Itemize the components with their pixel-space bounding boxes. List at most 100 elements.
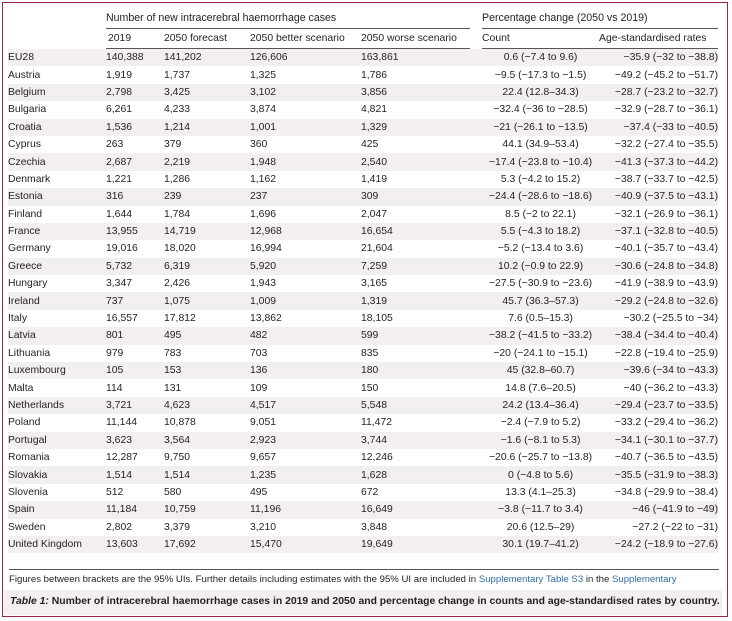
cases-2019-cell: 979 xyxy=(106,347,124,359)
count-change-cell: 45 (32.8–60.7) xyxy=(482,362,600,380)
count-change-cell: −17.4 (−23.8 to −10.4) xyxy=(482,153,600,171)
cases-2019-cell: 2,802 xyxy=(106,521,133,533)
cases-2019-cell: 1,644 xyxy=(106,208,133,220)
age-standardised-change-cell: −29.4 (−23.7 to −33.5) xyxy=(599,396,719,415)
cases-2050-forecast-cell: 10,759 xyxy=(164,501,250,519)
cases-2050-forecast-cell: 239 xyxy=(164,188,250,206)
table-row: Netherlands 3,721 4,623 4,517 5,548 24.2 (13.… xyxy=(8,396,719,415)
cases-2050-better-cell: 1,162 xyxy=(250,173,277,185)
country-cell: Greece xyxy=(8,257,106,276)
cases-2050-forecast-cell: 783 xyxy=(164,347,182,359)
count-change-cell: −9.5 (−17.3 to −1.5) xyxy=(494,69,587,81)
gap-cell xyxy=(470,449,482,466)
age-standardised-change-cell: −35.5 (−31.9 to −38.3) xyxy=(599,466,719,484)
cases-2050-better-cell: 1,009 xyxy=(250,292,361,310)
count-change-cell: 24.2 (13.4–36.4) xyxy=(482,396,600,415)
table-row: Romania 12,287 9,750 9,657 12,246 −20.6 (−25.… xyxy=(8,449,718,466)
cases-2050-worse-cell: 11,472 xyxy=(361,417,393,429)
cases-2019-cell: 316 xyxy=(106,188,164,206)
table-row: Bulgaria 6,261 4,233 3,874 4,821 −32.4 (−36 t… xyxy=(8,101,718,118)
data-table: Number of new intracerebral haemorrhage … xyxy=(8,8,719,554)
cases-2050-worse-cell: 1,419 xyxy=(361,173,388,185)
cases-2050-better-cell: 237 xyxy=(250,188,361,206)
cases-2019-cell: 13,603 xyxy=(106,535,164,554)
cases-2050-forecast-cell: 3,379 xyxy=(164,521,191,533)
count-change-cell: 7.6 (0.5–15.3) xyxy=(508,313,573,325)
age-standardised-change-cell: −46 (−41.9 to −49) xyxy=(599,501,719,519)
age-standardised-change-cell: −30.6 (−24.8 to −34.8) xyxy=(599,257,719,276)
country-cell: Romania xyxy=(8,452,50,464)
cases-2050-worse-cell: 21,604 xyxy=(361,243,393,255)
cases-2050-forecast-cell: 18,020 xyxy=(164,243,196,255)
country-cell: Bulgaria xyxy=(8,104,47,116)
gap-cell xyxy=(470,484,482,501)
table-row: Denmark 1,221 1,286 1,162 1,419 5.3 (−4.2 to … xyxy=(8,171,718,188)
country-cell: EU28 xyxy=(8,48,106,67)
age-standardised-change-cell: −40 (−36.2 to −43.3) xyxy=(623,382,719,394)
cases-2019-cell: 140,388 xyxy=(106,48,164,67)
cases-2050-better-cell: 15,470 xyxy=(250,535,361,554)
count-change-cell: −1.6 (−8.1 to 5.3) xyxy=(482,431,600,449)
cases-2050-worse-cell: 3,744 xyxy=(361,431,471,449)
cases-2050-worse-cell: 12,246 xyxy=(361,452,393,464)
cases-2050-worse-cell: 425 xyxy=(361,139,379,151)
country-cell: Czechia xyxy=(8,153,106,171)
table-row: Finland 1,644 1,784 1,696 2,047 8.5 (−2 to 22… xyxy=(8,206,718,223)
cases-2019-cell: 5,732 xyxy=(106,257,164,276)
gap-cell xyxy=(470,206,482,223)
cases-2050-worse-cell: 150 xyxy=(361,382,379,394)
cases-2019-cell: 13,955 xyxy=(106,222,164,241)
cases-2050-forecast-cell: 4,233 xyxy=(164,104,191,116)
age-standardised-change-cell: −38.4 (−34.4 to −40.4) xyxy=(599,327,719,345)
table-row: Austria 1,919 1,737 1,325 1,786 −9.5 (−17.3 t… xyxy=(8,66,718,83)
cases-2050-worse-cell: 180 xyxy=(361,362,471,380)
cases-2050-worse-cell: 3,165 xyxy=(361,278,388,290)
table-row: Cyprus 263 379 360 425 44.1 (34.9–53.4) −32.2 … xyxy=(8,136,718,153)
cases-2050-better-cell: 1,235 xyxy=(250,466,361,484)
country-cell: Luxembourg xyxy=(8,362,106,380)
cases-2050-worse-cell: 19,649 xyxy=(361,535,471,554)
age-standardised-change-cell: −39.6 (−34 to −43.3) xyxy=(599,362,719,380)
cases-2050-better-cell: 1,001 xyxy=(250,118,361,136)
age-standardised-change-cell: −35.9 (−32 to −38.8) xyxy=(599,48,719,67)
count-change-cell: 20.6 (12.5–29) xyxy=(506,521,575,533)
cases-2019-cell: 1,536 xyxy=(106,118,164,136)
table-row: Poland 11,144 10,878 9,051 11,472 −2.4 (−7.9 … xyxy=(8,414,718,431)
country-cell: Hungary xyxy=(8,278,48,290)
gap-cell xyxy=(470,188,483,206)
table-row: Sweden 2,802 3,379 3,210 3,848 20.6 (12.5–29)… xyxy=(8,519,718,536)
column-header-2019: 2019 xyxy=(106,28,164,49)
column-header-2050-better: 2050 better scenario xyxy=(250,28,361,49)
count-change-cell: 45.7 (36.3–57.3) xyxy=(482,292,600,310)
count-change-cell: −20 (−24.1 to −15.1) xyxy=(493,347,588,359)
header-blank xyxy=(8,8,106,29)
cases-2050-forecast-cell: 2,426 xyxy=(164,278,191,290)
cases-2050-better-cell: 4,517 xyxy=(250,396,361,415)
supplementary-table-link[interactable]: Supplementary Table S3 xyxy=(478,574,584,585)
age-standardised-change-cell: −30.2 (−25.5 to −34) xyxy=(623,313,719,325)
cases-2050-forecast-cell: 1,075 xyxy=(164,292,250,310)
gap-cell xyxy=(470,396,483,415)
age-standardised-change-cell: −40.7 (−36.5 to −43.5) xyxy=(614,452,719,464)
gap-cell xyxy=(470,136,482,153)
cases-2019-cell: 11,144 xyxy=(106,417,138,429)
cases-2019-cell: 1,221 xyxy=(106,173,133,185)
cases-2050-worse-cell: 3,848 xyxy=(361,521,388,533)
footnote-text: Figures between brackets are the 95% UIs… xyxy=(9,574,479,585)
table-row: Portugal 3,623 3,564 2,923 3,744 −1.6 (−8.1 t… xyxy=(8,431,719,449)
cases-2050-forecast-cell: 9,750 xyxy=(164,452,191,464)
header-group-row: Number of new intracerebral haemorrhage … xyxy=(8,8,719,29)
header-group-change: Percentage change (2050 vs 2019) xyxy=(482,8,719,29)
table-row: Slovakia 1,514 1,514 1,235 1,628 0 (−4.8 to 5… xyxy=(8,466,719,484)
gap-cell xyxy=(470,222,483,241)
cases-2050-forecast-cell: 3,425 xyxy=(164,83,250,102)
age-standardised-change-cell: −22.8 (−19.4 to −25.9) xyxy=(614,347,719,359)
cases-2050-better-cell: 9,051 xyxy=(250,417,277,429)
gap-cell xyxy=(470,431,483,449)
table-row: Ireland 737 1,075 1,009 1,319 45.7 (36.3–57.3… xyxy=(8,292,719,310)
age-standardised-change-cell: −37.4 (−33 to −40.5) xyxy=(599,118,719,136)
gap-cell xyxy=(470,327,483,345)
gap-cell xyxy=(470,362,483,380)
cases-2050-forecast-cell: 6,319 xyxy=(164,257,250,276)
cases-2050-better-cell: 3,210 xyxy=(250,521,277,533)
